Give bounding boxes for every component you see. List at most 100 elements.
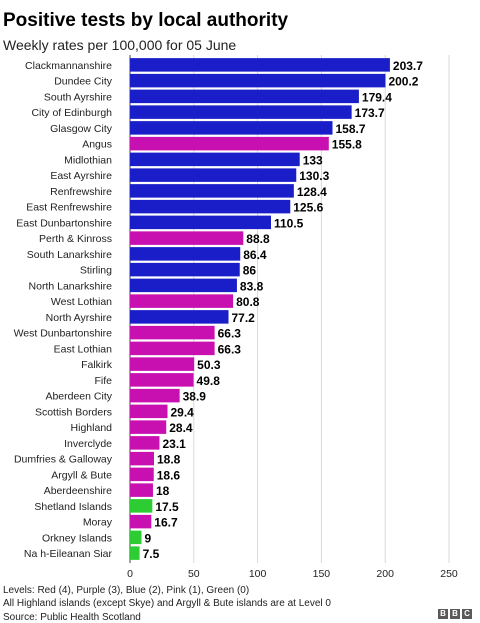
category-label: Renfrewshire xyxy=(50,186,112,198)
category-label: Glasgow City xyxy=(50,123,113,135)
x-tick-label: 100 xyxy=(249,568,267,580)
bar xyxy=(130,294,234,308)
category-label: Na h-Eileanan Siar xyxy=(24,548,113,560)
category-label: North Lanarkshire xyxy=(29,280,113,292)
bar xyxy=(130,310,229,324)
value-label: 158.7 xyxy=(336,122,366,136)
bar xyxy=(130,436,160,450)
category-label: Shetland Islands xyxy=(34,501,112,513)
category-label: Argyll & Bute xyxy=(51,469,112,481)
category-label: Falkirk xyxy=(81,359,113,371)
value-label: 77.2 xyxy=(232,311,256,325)
value-label: 133 xyxy=(303,153,323,167)
value-label: 23.1 xyxy=(162,437,186,451)
bar xyxy=(130,215,271,230)
value-label: 9 xyxy=(144,531,151,545)
value-label: 49.8 xyxy=(197,374,221,388)
bbc-logo-letter-1: B xyxy=(438,609,448,619)
chart-subtitle: Weekly rates per 100,000 for 05 June xyxy=(3,37,237,53)
levels-footnote: Levels: Red (4), Purple (3), Blue (2), P… xyxy=(3,585,250,596)
bar xyxy=(130,184,294,198)
category-label: Dumfries & Galloway xyxy=(14,454,113,466)
value-label: 125.6 xyxy=(293,201,323,215)
value-label: 110.5 xyxy=(274,216,304,230)
category-label: Dundee City xyxy=(54,76,113,88)
value-label: 200.2 xyxy=(388,75,418,89)
value-label: 80.8 xyxy=(236,295,260,309)
value-label: 83.8 xyxy=(240,279,264,293)
bar xyxy=(130,73,386,88)
value-label: 7.5 xyxy=(143,547,160,561)
category-label: East Lothian xyxy=(54,343,113,355)
category-label: West Dunbartonshire xyxy=(14,328,113,340)
bar xyxy=(130,262,240,277)
category-label: Fife xyxy=(94,375,112,387)
category-label: City of Edinburgh xyxy=(31,107,112,119)
value-label: 18 xyxy=(156,484,170,498)
bar xyxy=(130,483,153,497)
category-label: Highland xyxy=(71,422,113,434)
bar-chart: Clackmannanshire 203.7 Dundee City 200.2 Sou… xyxy=(14,55,458,580)
bar xyxy=(130,499,153,513)
x-tick-label: 150 xyxy=(313,568,331,580)
value-label: 128.4 xyxy=(297,185,327,199)
category-label: Perth & Kinross xyxy=(39,233,112,245)
value-label: 18.8 xyxy=(157,453,181,467)
category-label: Scottish Borders xyxy=(35,406,112,418)
category-label: Midlothian xyxy=(64,154,112,166)
bar xyxy=(130,168,297,182)
category-label: Orkney Islands xyxy=(42,532,112,544)
bar xyxy=(130,467,154,482)
bar xyxy=(130,58,390,72)
value-label: 179.4 xyxy=(362,90,392,104)
bar xyxy=(130,247,241,261)
bar xyxy=(130,373,194,387)
bar xyxy=(130,546,140,560)
bar xyxy=(130,105,352,119)
bar xyxy=(130,121,333,135)
category-label: Clackmannanshire xyxy=(25,60,112,72)
bar xyxy=(130,388,180,403)
category-label: East Ayrshire xyxy=(50,170,112,182)
value-label: 66.3 xyxy=(218,327,242,341)
bar xyxy=(130,404,168,419)
value-label: 38.9 xyxy=(183,390,207,404)
bar xyxy=(130,199,291,214)
category-label: Angus xyxy=(82,139,112,151)
bar xyxy=(130,152,300,167)
x-tick-label: 200 xyxy=(376,568,394,580)
value-label: 86.4 xyxy=(243,248,267,262)
bar xyxy=(130,514,152,529)
category-label: South Lanarkshire xyxy=(27,249,112,261)
category-label: West Lothian xyxy=(51,296,112,308)
islands-footnote: All Highland islands (except Skye) and A… xyxy=(3,598,331,609)
category-label: Inverclyde xyxy=(64,438,112,450)
x-tick-label: 50 xyxy=(188,568,200,580)
bbc-logo-letter-3: C xyxy=(462,609,472,619)
value-label: 203.7 xyxy=(393,59,423,73)
source-note: Source: Public Health Scotland xyxy=(3,612,141,623)
value-label: 155.8 xyxy=(332,138,362,152)
bar xyxy=(130,451,154,466)
value-label: 86 xyxy=(243,264,257,278)
category-label: East Renfrewshire xyxy=(26,202,112,214)
bar xyxy=(130,341,215,356)
value-label: 66.3 xyxy=(218,342,242,356)
value-label: 17.5 xyxy=(155,500,179,514)
bbc-logo-letter-2: B xyxy=(450,609,460,619)
bar xyxy=(130,231,244,245)
category-label: Aberdeen City xyxy=(45,391,112,403)
category-label: Moray xyxy=(83,517,113,529)
bar xyxy=(130,136,329,151)
x-tick-label: 0 xyxy=(127,568,133,580)
bar xyxy=(130,278,237,293)
value-label: 16.7 xyxy=(154,516,178,530)
value-label: 28.4 xyxy=(169,421,193,435)
value-label: 130.3 xyxy=(299,169,329,183)
value-label: 29.4 xyxy=(171,405,195,419)
category-label: Stirling xyxy=(80,265,112,277)
category-label: North Ayrshire xyxy=(46,312,112,324)
x-tick-label: 250 xyxy=(440,568,458,580)
value-label: 173.7 xyxy=(355,106,385,120)
category-label: East Dunbartonshire xyxy=(16,217,112,229)
